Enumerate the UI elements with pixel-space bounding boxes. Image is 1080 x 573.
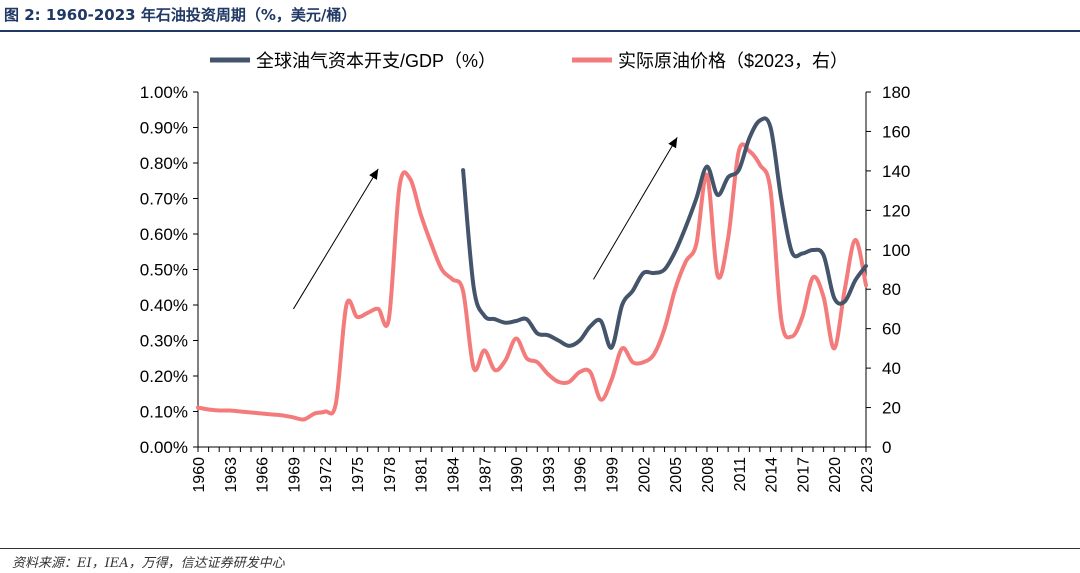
left-y-tick-label: 0.80% — [140, 154, 188, 173]
oil-price-line — [196, 142, 868, 422]
x-tick-label: 1993 — [541, 457, 558, 493]
trend-arrow — [593, 137, 678, 280]
x-tick-label: 1999 — [605, 457, 622, 493]
left-y-tick-label: 0.30% — [140, 332, 188, 351]
x-tick-label: 2014 — [764, 457, 781, 493]
x-tick-label: 1969 — [286, 457, 303, 493]
chart-series — [196, 116, 868, 422]
right-y-tick-label: 20 — [882, 399, 901, 418]
figure-title: 图 2: 1960-2023 年石油投资周期（%，美元/桶） — [4, 6, 357, 24]
right-y-tick-label: 0 — [882, 438, 891, 457]
x-tick-label: 2017 — [795, 457, 812, 493]
x-tick-label: 1990 — [509, 457, 526, 493]
trend-arrow-head — [369, 168, 379, 180]
x-tick-label: 1966 — [255, 457, 272, 493]
right-y-tick-label: 80 — [882, 280, 901, 299]
right-y-tick-label: 140 — [882, 162, 910, 181]
left-y-tick-label: 0.60% — [140, 225, 188, 244]
left-y-tick-label: 0.40% — [140, 296, 188, 315]
right-y-tick-label: 120 — [882, 201, 910, 220]
x-tick-label: 1960 — [191, 457, 208, 493]
right-y-tick-label: 60 — [882, 320, 901, 339]
x-tick-label: 2005 — [668, 457, 685, 493]
x-tick-label: 1981 — [414, 457, 431, 493]
trend-arrow-head — [668, 137, 678, 149]
x-tick-label: 2011 — [732, 457, 749, 492]
x-tick-label: 1978 — [382, 457, 399, 493]
x-tick-label: 1963 — [223, 457, 240, 493]
chart-annotations — [293, 137, 678, 310]
x-tick-label: 1987 — [477, 457, 494, 493]
x-tick-label: 1972 — [318, 457, 335, 493]
right-y-tick-label: 40 — [882, 359, 901, 378]
x-tick-label: 2008 — [700, 457, 717, 493]
left-y-tick-label: 0.90% — [140, 119, 188, 138]
trend-arrow — [293, 168, 379, 310]
x-tick-label: 2020 — [827, 457, 844, 493]
x-tick-label: 1996 — [573, 457, 590, 493]
title-rule — [0, 30, 1080, 32]
trend-arrow-shaft — [293, 168, 379, 310]
right-y-tick-label: 180 — [882, 83, 910, 102]
source-note: 资料来源：EI，IEA，万得，信达证券研发中心 — [12, 556, 285, 571]
legend-label-capex: 全球油气资本开支/GDP（%） — [256, 51, 496, 71]
left-y-tick-label: 0.70% — [140, 190, 188, 209]
source-rule — [0, 548, 1080, 549]
left-y-tick-label: 0.00% — [140, 438, 188, 457]
trend-arrow-shaft — [593, 137, 678, 280]
right-y-tick-label: 100 — [882, 241, 910, 260]
chart-legend: 全球油气资本开支/GDP（%） 实际原油价格（$2023，右） — [210, 51, 848, 71]
right-y-tick-label: 160 — [882, 122, 910, 141]
left-y-tick-label: 1.00% — [140, 83, 188, 102]
x-tick-label: 1984 — [445, 457, 462, 493]
capex-gdp-line — [461, 116, 868, 350]
x-tick-label: 1975 — [350, 457, 367, 493]
chart-axes: 0.00% 0.10% 0.20% 0.30% 0.40% 0.50% 0.60% 0.70%… — [140, 83, 911, 493]
left-y-tick-label: 0.50% — [140, 261, 188, 280]
legend-label-oil-price: 实际原油价格（$2023，右） — [618, 51, 848, 71]
left-y-tick-label: 0.20% — [140, 367, 188, 386]
x-tick-label: 2023 — [859, 457, 876, 493]
x-tick-label: 2002 — [636, 457, 653, 493]
oil-investment-chart: 0.00% 0.10% 0.20% 0.30% 0.40% 0.50% 0.60% 0.70%… — [140, 51, 911, 493]
left-y-tick-label: 0.10% — [140, 403, 188, 422]
